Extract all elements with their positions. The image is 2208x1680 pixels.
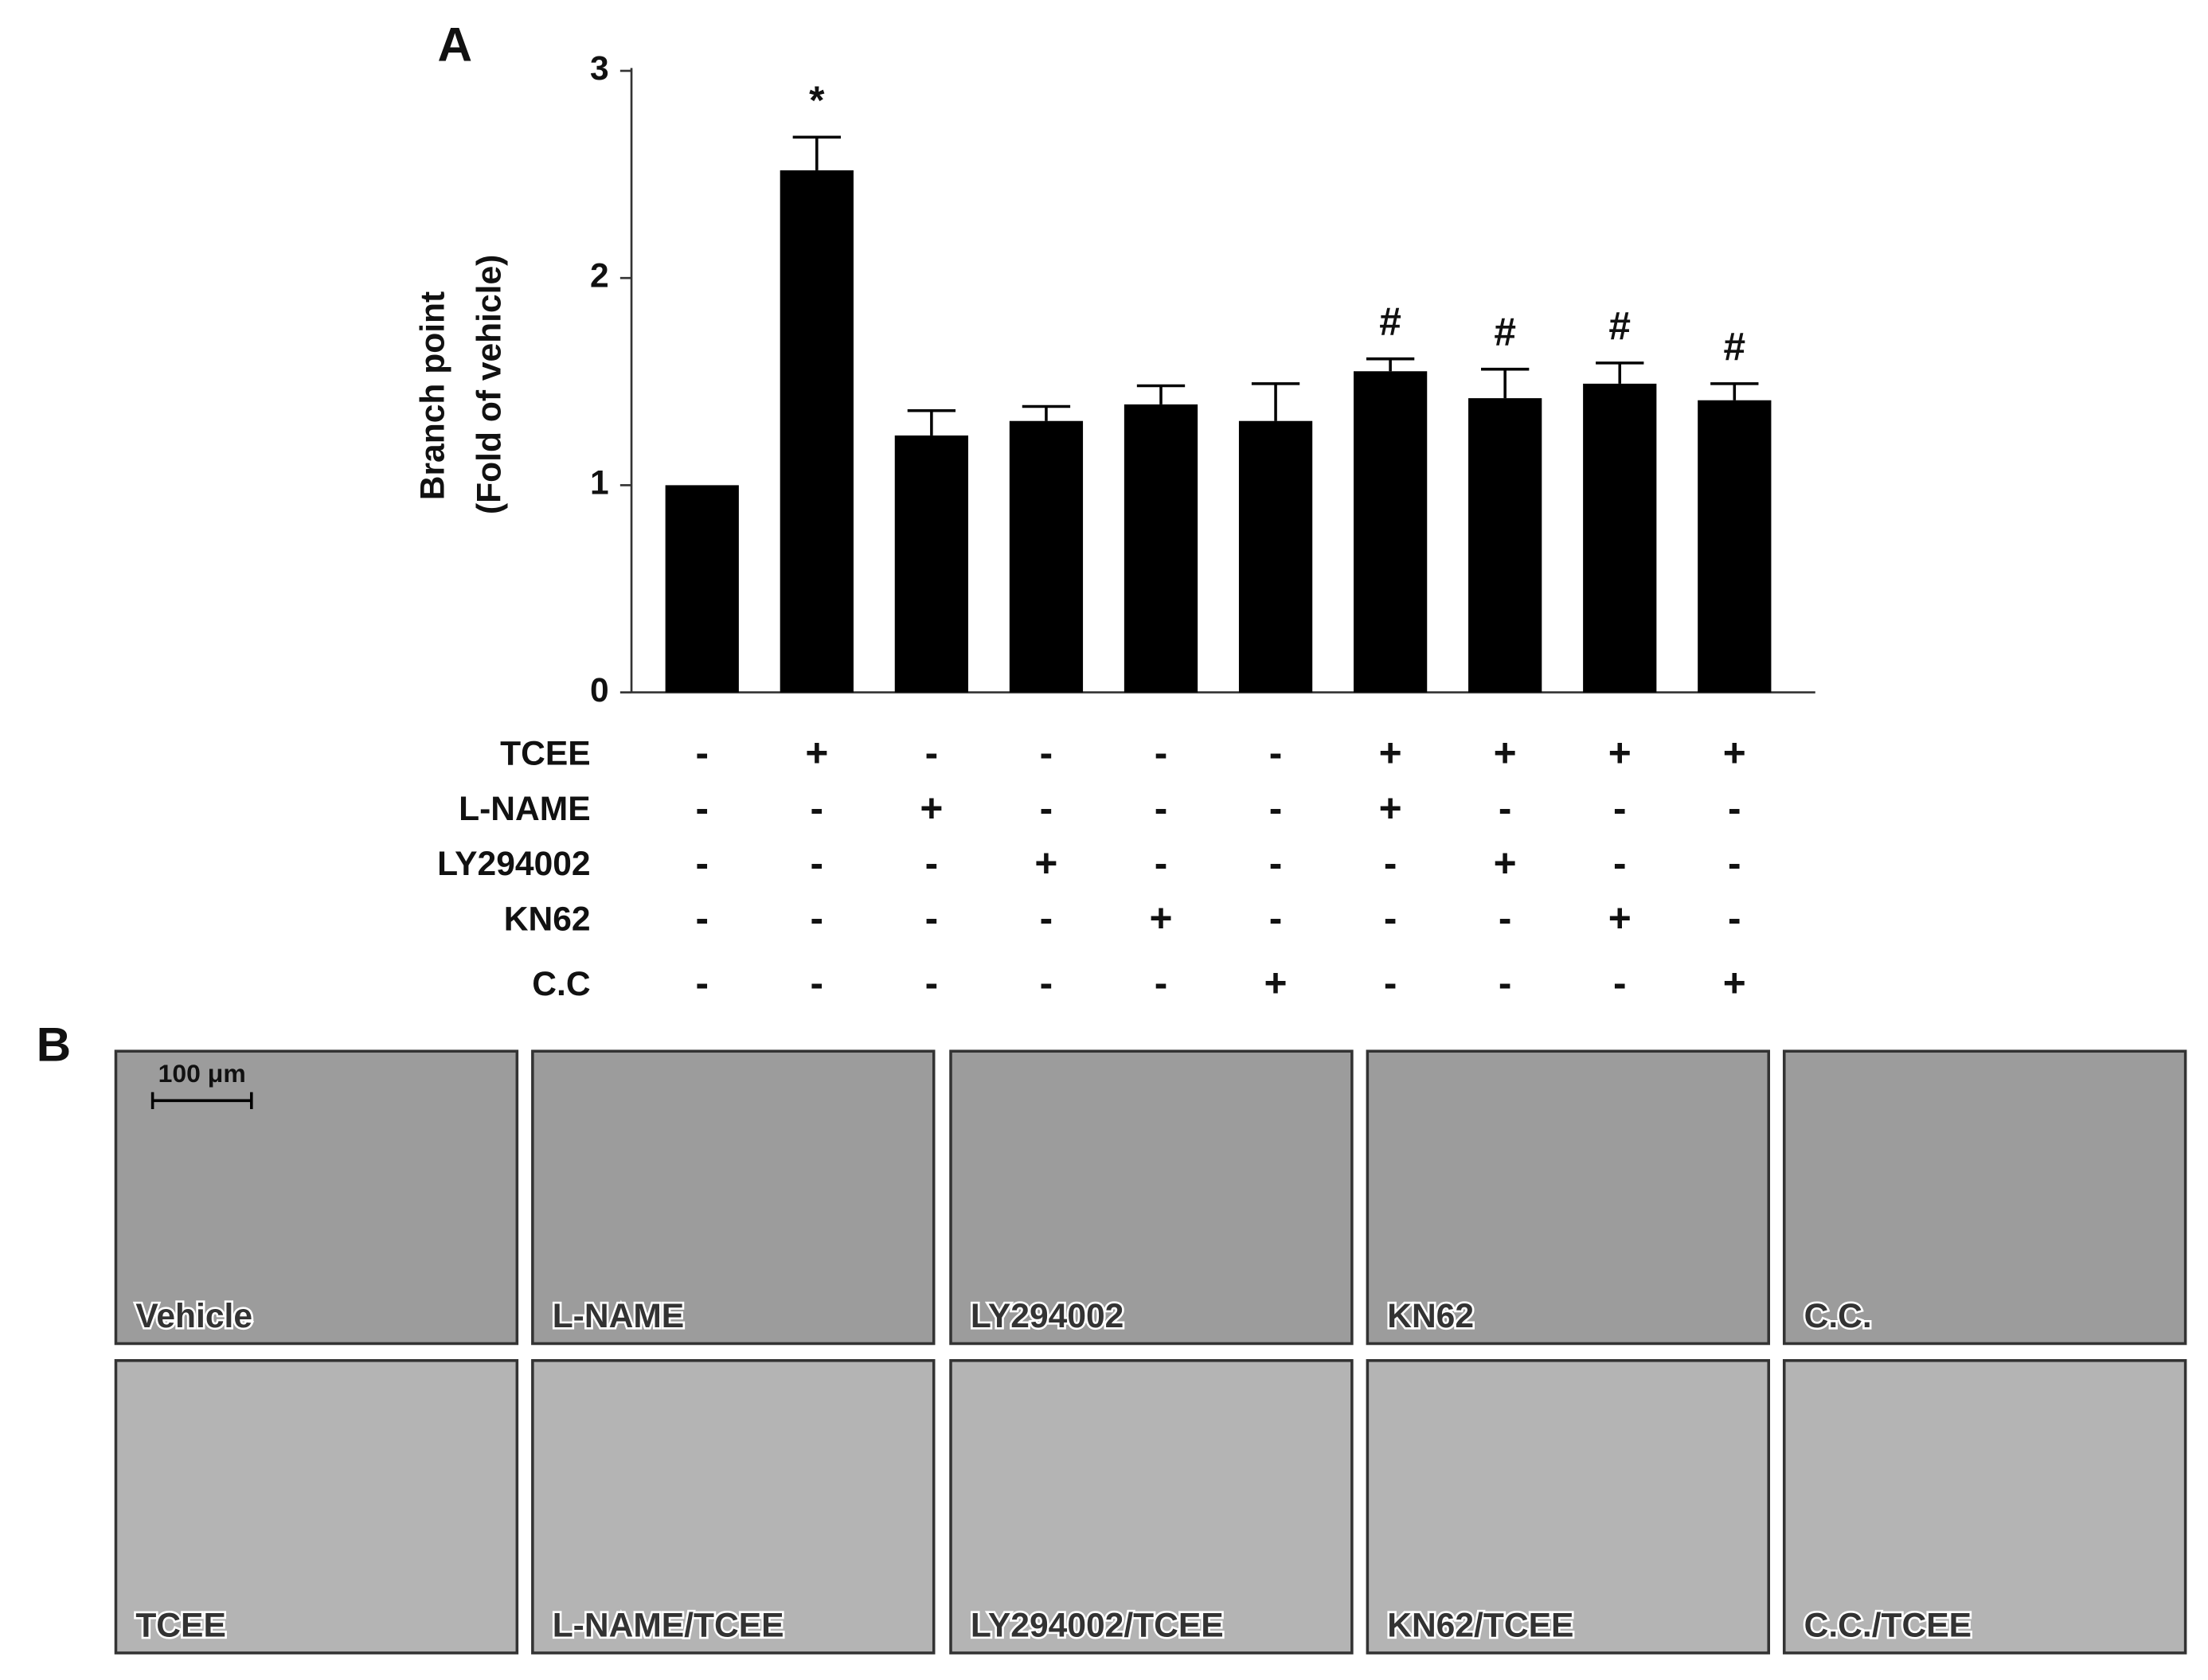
bar (780, 170, 854, 693)
treatment-sign: - (1269, 731, 1283, 776)
bar (1124, 404, 1198, 693)
treatment-sign: + (805, 731, 828, 776)
treatment-sign: - (1040, 961, 1053, 1006)
treatment-sign: - (1155, 841, 1168, 885)
micrograph (949, 1359, 1354, 1655)
micrograph-label: L-NAME/TCEE (553, 1606, 784, 1644)
treatment-sign: - (1269, 786, 1283, 830)
treatment-sign: - (925, 896, 939, 940)
treatment-sign: - (1613, 841, 1627, 885)
treatment-sign: + (1608, 896, 1632, 940)
significance-mark: # (1608, 303, 1631, 348)
treatment-sign: - (1269, 896, 1283, 940)
treatment-sign: + (1494, 841, 1517, 885)
treatment-label: L-NAME (459, 790, 591, 828)
treatment-sign: - (1155, 786, 1168, 830)
treatment-sign: + (1149, 896, 1172, 940)
treatment-sign: - (695, 896, 709, 940)
treatment-sign: - (1155, 961, 1168, 1006)
treatment-sign: - (925, 961, 939, 1006)
treatment-sign: + (1608, 731, 1632, 776)
bar (1009, 420, 1084, 693)
micrograph-label: KN62 (1387, 1297, 1474, 1335)
significance-mark: # (1494, 310, 1516, 354)
micrograph (1366, 1049, 1771, 1346)
bar (1468, 398, 1542, 693)
treatment-sign: - (925, 841, 939, 885)
micrograph (1782, 1049, 2187, 1346)
micrograph (949, 1049, 1354, 1346)
treatment-sign: - (695, 731, 709, 776)
treatment-sign: - (811, 961, 824, 1006)
treatment-sign: + (1379, 786, 1402, 830)
treatment-sign: - (695, 841, 709, 885)
treatment-sign: - (1384, 961, 1397, 1006)
treatment-sign: - (925, 731, 939, 776)
treatment-sign: - (695, 786, 709, 830)
y-axis-label: Branch point (414, 291, 452, 500)
treatment-sign: - (1728, 841, 1741, 885)
treatment-sign: - (1728, 896, 1741, 940)
treatment-sign: + (1494, 731, 1517, 776)
treatment-sign: - (1040, 731, 1053, 776)
treatment-label: TCEE (500, 735, 591, 773)
treatment-sign: - (1613, 786, 1627, 830)
treatment-sign: - (695, 961, 709, 1006)
micrograph (1366, 1359, 1771, 1655)
bar (665, 485, 739, 693)
micrograph-label: LY294002/TCEE (971, 1606, 1224, 1644)
scale-bar-label: 100 μm (158, 1059, 246, 1088)
bar (1583, 383, 1657, 693)
y-tick-label: 3 (590, 49, 609, 88)
treatment-sign: + (1723, 731, 1746, 776)
treatment-sign: - (1499, 896, 1512, 940)
micrograph-label: L-NAME (553, 1297, 685, 1335)
y-tick-label: 1 (590, 464, 609, 502)
treatment-sign: - (1499, 961, 1512, 1006)
treatment-label: C.C (532, 965, 590, 1003)
treatment-sign: - (811, 786, 824, 830)
treatment-sign: + (1379, 731, 1402, 776)
treatment-sign: - (1613, 961, 1627, 1006)
treatment-sign: - (1384, 896, 1397, 940)
treatment-sign: - (1155, 731, 1168, 776)
y-tick-label: 2 (590, 256, 609, 295)
micrograph (114, 1359, 519, 1655)
treatment-sign: + (1034, 841, 1057, 885)
micrograph-label: LY294002 (971, 1297, 1124, 1335)
micrograph (531, 1359, 936, 1655)
micrograph-label: C.C./TCEE (1804, 1606, 1972, 1644)
panel-label: A (437, 18, 472, 72)
bar (1698, 400, 1772, 693)
treatment-sign: - (1384, 841, 1397, 885)
micrograph-label: Vehicle (135, 1297, 252, 1335)
treatment-sign: + (1723, 961, 1746, 1006)
treatment-sign: - (811, 896, 824, 940)
micrograph-label: C.C. (1804, 1297, 1872, 1335)
treatment-label: LY294002 (437, 845, 591, 883)
micrograph-label: TCEE (135, 1606, 226, 1644)
treatment-sign: - (1499, 786, 1512, 830)
significance-mark: # (1379, 299, 1401, 344)
y-tick-label: 0 (590, 671, 609, 709)
treatment-label: KN62 (504, 900, 591, 938)
bar (1238, 420, 1313, 693)
micrograph (531, 1049, 936, 1346)
micrograph (1782, 1359, 2187, 1655)
treatment-sign: - (1040, 786, 1053, 830)
panel-label: B (37, 1018, 72, 1072)
significance-mark: # (1723, 324, 1745, 369)
treatment-sign: - (1040, 896, 1053, 940)
bar (1353, 371, 1428, 693)
bar (894, 435, 969, 693)
treatment-sign: - (811, 841, 824, 885)
y-axis-label: (Fold of vehicle) (471, 255, 509, 514)
significance-mark: * (809, 78, 825, 123)
treatment-sign: + (1264, 961, 1288, 1006)
treatment-sign: - (1269, 841, 1283, 885)
treatment-sign: + (920, 786, 943, 830)
treatment-sign: - (1728, 786, 1741, 830)
micrograph-label: KN62/TCEE (1387, 1606, 1573, 1644)
